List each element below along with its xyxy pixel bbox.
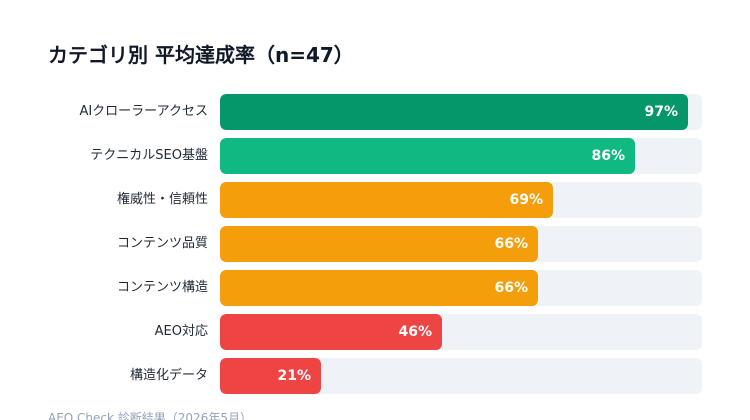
- bar-track: 86%: [220, 138, 702, 174]
- bar-track: 21%: [220, 358, 702, 394]
- value-label: 69%: [509, 192, 543, 208]
- bar-track: 46%: [220, 314, 702, 350]
- value-label: 66%: [494, 236, 528, 252]
- category-label: テクニカルSEO基盤: [90, 148, 208, 163]
- bar-track: 66%: [220, 270, 702, 306]
- value-label: 97%: [644, 104, 678, 120]
- value-label: 21%: [277, 368, 311, 384]
- bar: 66%: [220, 226, 538, 262]
- bar: 97%: [220, 94, 688, 130]
- category-label: 構造化データ: [129, 368, 208, 383]
- category-label: コンテンツ品質: [116, 236, 208, 251]
- value-label: 86%: [591, 148, 625, 164]
- bar-track: 69%: [220, 182, 702, 218]
- chart-title: カテゴリ別 平均達成率（n=47）: [48, 43, 354, 67]
- bar: 21%: [220, 358, 321, 394]
- category-label: 権威性・信頼性: [116, 192, 208, 207]
- bar: 66%: [220, 270, 538, 306]
- footnote: AEO Check 診断結果（2026年5月）: [48, 411, 252, 420]
- value-label: 66%: [494, 280, 528, 296]
- bar: 86%: [220, 138, 635, 174]
- bar-row: テクニカルSEO基盤 86%: [0, 138, 750, 174]
- bar-row: AEO対応 46%: [0, 314, 750, 350]
- category-label: コンテンツ構造: [116, 280, 208, 295]
- bar: 46%: [220, 314, 442, 350]
- bar-track: 66%: [220, 226, 702, 262]
- category-label: AEO対応: [154, 324, 208, 339]
- bar-track: 97%: [220, 94, 702, 130]
- category-label: AIクローラーアクセス: [79, 104, 208, 119]
- bar-row: 構造化データ 21%: [0, 358, 750, 394]
- bar: 69%: [220, 182, 553, 218]
- value-label: 46%: [398, 324, 432, 340]
- bar-row: AIクローラーアクセス 97%: [0, 94, 750, 130]
- bar-row: コンテンツ品質 66%: [0, 226, 750, 262]
- bar-row: 権威性・信頼性 69%: [0, 182, 750, 218]
- bar-row: コンテンツ構造 66%: [0, 270, 750, 306]
